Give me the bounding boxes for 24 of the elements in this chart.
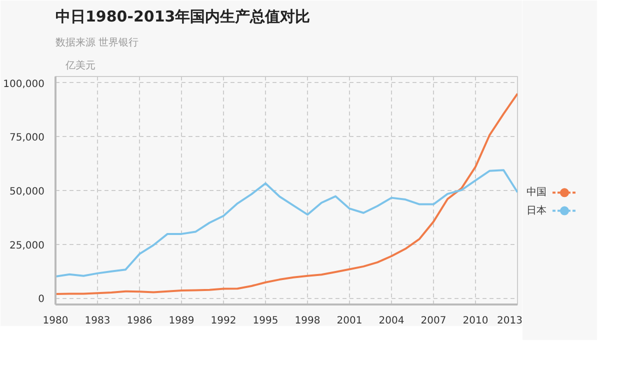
line-series <box>56 92 518 295</box>
x-tick-label: 1983 <box>84 316 110 326</box>
y-tick-label: 100,000 <box>3 78 45 90</box>
x-tick-label: 2010 <box>462 316 488 326</box>
chart-subtitle: 数据来源 世界银行 <box>56 36 139 48</box>
line-series <box>56 169 518 278</box>
x-tick-label: 2013 <box>497 316 523 326</box>
y-tick-label: 25,000 <box>10 240 45 252</box>
x-tick-label: 2004 <box>378 316 404 326</box>
x-tick-label: 1980 <box>42 316 68 326</box>
x-tick-label: 1995 <box>252 316 278 326</box>
x-tick-label: 1998 <box>294 316 320 326</box>
y-tick-label: 75,000 <box>10 132 45 144</box>
x-tick-label: 1989 <box>168 316 194 326</box>
y-tick-label: 50,000 <box>10 186 45 198</box>
x-tick-label: 1992 <box>210 316 236 326</box>
legend-label: 日本 <box>526 204 546 216</box>
y-tick-label: 0 <box>38 294 45 306</box>
x-tick-label: 2007 <box>420 316 446 326</box>
y-axis-title: 亿美元 <box>64 60 96 72</box>
legend-label: 中国 <box>526 186 546 198</box>
x-tick-label: 1986 <box>126 316 152 326</box>
x-tick-label: 2001 <box>336 316 362 326</box>
chart-title: 中日1980-2013年国内生产总值对比 <box>56 8 310 26</box>
